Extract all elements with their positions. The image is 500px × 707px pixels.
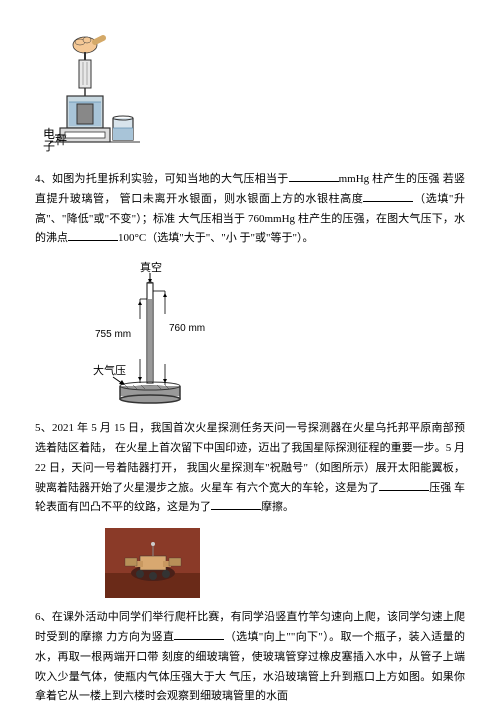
q4-text-3: 管口未离开水银面，则水银面上方的水银柱高度 [120,193,364,205]
q6-text-2: 力方向为竖直 [106,631,174,643]
figure-2-torricelli: 真空 755 mm 760 mm 大气压 [85,259,465,409]
svg-text:子: 子 [43,139,55,153]
figure-1-scale-experiment: 电 子 秤 [35,30,465,160]
q4-text-1: 如图为托里拆利实验，可知当地的大气压相当于 [52,173,289,185]
q4-blank-1 [289,170,339,182]
q4-number: 4、 [35,173,52,185]
figure-3-mars-rover [105,528,465,598]
pressure-label: 大气压 [93,363,126,377]
vacuum-label: 真空 [140,260,162,274]
question-4: 4、如图为托里拆利实验，可知当地的大气压相当于mmHg 柱产生的压强 若竖直提升… [35,170,465,249]
q5-blank-2 [211,498,261,510]
q5-blank-1 [379,479,429,491]
question-5: 5、2021 年 5 月 15 日，我国首次火星探测任务天问一号探测器在火星乌托… [35,419,465,518]
height-760-label: 760 mm [169,323,205,334]
q4-blank-2 [363,190,413,202]
q6-blank-1 [174,628,224,640]
q4-text-7: 于"或"等于"）。 [239,232,313,244]
q5-number: 5、 [35,422,52,434]
mars-rover-svg [105,528,200,598]
scale-diagram-svg: 电 子 秤 [35,30,145,160]
q5-text-4: 有六个宽大的车轮，这是为了 [236,482,379,494]
q5-text-6: 摩擦。 [261,501,294,513]
question-6: 6、在课外活动中同学们举行爬杆比赛，有同学沿竖直竹竿匀速向上爬，该同学匀速上爬时… [35,608,465,707]
torricelli-diagram-svg: 真空 755 mm 760 mm 大气压 [85,259,215,409]
q6-number: 6、 [35,611,52,623]
q4-text-6: 100°C（选填"大于"、"小 [118,232,237,244]
height-755-label: 755 mm [95,329,131,340]
q4-blank-3 [68,229,118,241]
